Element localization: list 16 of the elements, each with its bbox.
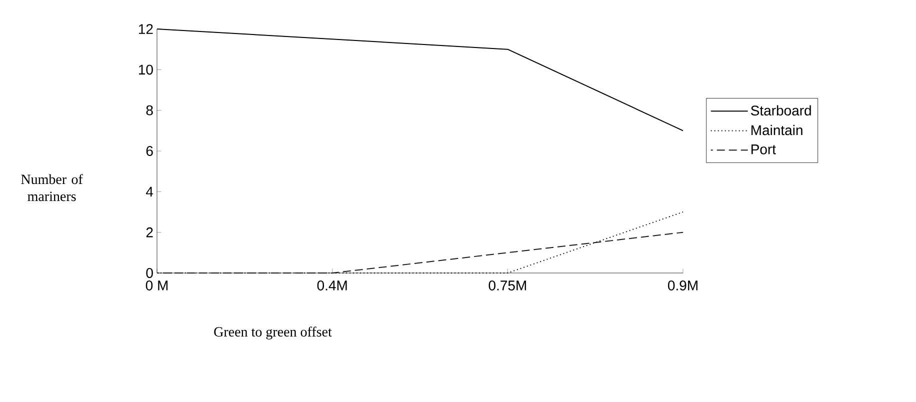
x-tick-label: 0.4M	[317, 280, 347, 290]
y-tick-label: 12	[138, 24, 153, 34]
x-tick-label: 0.75M	[488, 280, 526, 290]
legend-label: Starboard	[750, 105, 811, 116]
y-tick-label: 0	[146, 268, 153, 278]
y-axis-title: Number of mariners	[21, 174, 83, 202]
legend-label: Port	[751, 144, 776, 154]
y-tick-label: 2	[146, 227, 153, 238]
x-tick-label: 0.9M	[668, 280, 698, 290]
x-tick-label: 0 M	[146, 280, 168, 290]
legend-label: Maintain	[751, 124, 802, 136]
x-axis-title: Green to green offset	[214, 326, 332, 340]
y-tick-label: 8	[146, 105, 153, 116]
y-tick-label: 10	[138, 64, 153, 75]
y-tick-label: 4	[146, 186, 154, 196]
y-tick-label: 6	[146, 146, 153, 156]
